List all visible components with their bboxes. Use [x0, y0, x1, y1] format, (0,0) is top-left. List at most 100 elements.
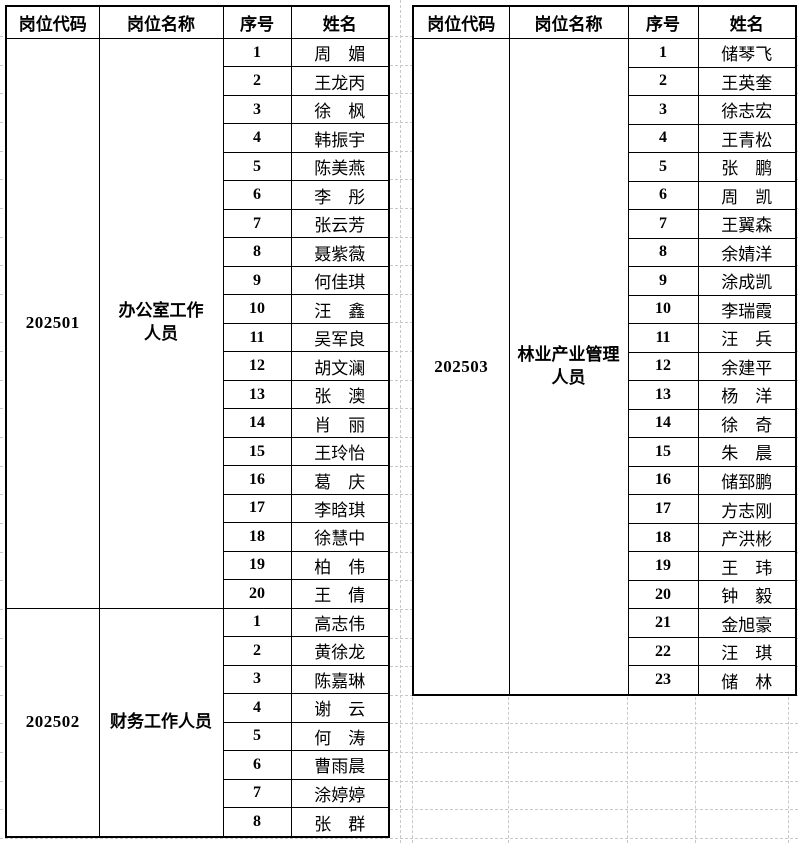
person-name-cell: 李 彤: [290, 180, 390, 210]
person-name-cell: 徐志宏: [697, 95, 797, 125]
person-name-cell: 余建平: [697, 351, 797, 382]
serial-number-cell: 18: [222, 522, 292, 552]
person-name-cell: 陈嘉琳: [290, 664, 390, 695]
person-name-cell: 王英奎: [697, 66, 797, 97]
serial-number-cell: 15: [222, 436, 292, 467]
person-name-cell: 王 玮: [697, 551, 797, 581]
person-name-cell: 储 林: [697, 665, 797, 696]
person-name-cell: 余婧洋: [697, 237, 797, 268]
table-row: 6 曹雨晨: [6, 750, 390, 780]
table-row: 7 涂婷婷: [6, 778, 390, 809]
roster-table-right: 岗位代码 岗位名称 序号 姓名 202503 林业产业管理 人员 1 储琴飞 2 王英奎 3 徐志宏 4…: [412, 5, 797, 696]
person-name-cell: 朱 晨: [697, 437, 797, 467]
serial-number-cell: 3: [222, 664, 292, 695]
person-name-cell: 谢 云: [290, 693, 390, 723]
gridline-horizontal: [0, 322, 798, 323]
serial-number-cell: 17: [627, 494, 699, 524]
gridline-horizontal: [0, 609, 798, 610]
gridline-horizontal: [0, 666, 798, 667]
gridline-horizontal: [0, 36, 798, 37]
serial-number-cell: 10: [222, 294, 292, 324]
person-name-cell: 王翼森: [697, 209, 797, 239]
gridline-horizontal: [0, 265, 798, 266]
table-row: 4 韩振宇: [6, 123, 390, 153]
person-name-cell: 李晗琪: [290, 493, 390, 524]
serial-number-cell: 23: [627, 665, 699, 696]
serial-number-cell: 7: [222, 778, 292, 809]
person-name-cell: 涂婷婷: [290, 778, 390, 809]
serial-number-cell: 5: [627, 152, 699, 182]
serial-number-cell: 13: [222, 379, 292, 410]
table-row: 22 汪 琪: [413, 636, 797, 667]
person-name-cell: 周 媚: [290, 37, 390, 68]
column-header-0: 岗位代码: [5, 5, 100, 39]
gridline-horizontal: [0, 752, 798, 753]
column-header-2: 序号: [627, 5, 699, 39]
person-name-cell: 徐 枫: [290, 94, 390, 125]
serial-number-cell: 1: [222, 37, 292, 68]
serial-number-cell: 2: [627, 66, 699, 97]
serial-number-cell: 11: [222, 322, 292, 353]
serial-number-cell: 8: [222, 237, 292, 267]
position-code-cell: 202501: [5, 38, 100, 609]
gridline-horizontal: [0, 122, 798, 123]
serial-number-cell: 19: [222, 550, 292, 581]
serial-number-cell: 22: [627, 636, 699, 667]
gridline-vertical: [412, 697, 413, 843]
gridline-horizontal: [0, 179, 798, 180]
serial-number-cell: 17: [222, 493, 292, 524]
person-name-cell: 王龙丙: [290, 66, 390, 96]
gridline-horizontal: [0, 237, 798, 238]
gridline-horizontal: [0, 294, 798, 295]
person-name-cell: 金旭豪: [697, 608, 797, 638]
serial-number-cell: 20: [222, 579, 292, 609]
serial-number-cell: 14: [627, 408, 699, 439]
person-name-cell: 涂成凯: [697, 266, 797, 296]
gridline-horizontal: [0, 408, 798, 409]
gridline-horizontal: [0, 466, 798, 467]
person-name-cell: 汪 琪: [697, 636, 797, 667]
serial-number-cell: 6: [222, 180, 292, 210]
serial-number-cell: 6: [627, 180, 699, 211]
table-row: 19 王 玮: [413, 551, 797, 581]
person-name-cell: 王 倩: [290, 579, 390, 609]
table-row: 14 徐 奇: [413, 408, 797, 439]
person-name-cell: 王青松: [697, 123, 797, 154]
gridline-horizontal: [0, 838, 798, 839]
serial-number-cell: 8: [222, 807, 292, 838]
gridline-horizontal: [0, 523, 798, 524]
serial-number-cell: 9: [222, 265, 292, 296]
person-name-cell: 黄徐龙: [290, 636, 390, 666]
person-name-cell: 李瑞霞: [697, 294, 797, 325]
person-name-cell: 何佳琪: [290, 265, 390, 296]
serial-number-cell: 3: [627, 95, 699, 125]
serial-number-cell: 5: [222, 721, 292, 752]
column-header-3: 姓名: [697, 5, 797, 39]
serial-number-cell: 1: [222, 607, 292, 638]
table-row: 13 杨 洋: [413, 380, 797, 410]
serial-number-cell: 3: [222, 94, 292, 125]
serial-number-cell: 4: [627, 123, 699, 154]
table-row: 10 汪 鑫: [6, 294, 390, 324]
gridline-horizontal: [0, 580, 798, 581]
gridline-horizontal: [0, 695, 798, 696]
table-row: 13 张 澳: [6, 379, 390, 410]
serial-number-cell: 18: [627, 522, 699, 553]
table-row: 7 张云芳: [6, 208, 390, 239]
serial-number-cell: 4: [222, 693, 292, 723]
person-name-cell: 聂紫薇: [290, 237, 390, 267]
serial-number-cell: 9: [627, 266, 699, 296]
table-row: 8 余婧洋: [413, 237, 797, 268]
table-row: 3 陈嘉琳: [6, 664, 390, 695]
person-name-cell: 储郅鹏: [697, 465, 797, 496]
column-header-1: 岗位名称: [98, 5, 224, 39]
person-name-cell: 钟 毅: [697, 579, 797, 610]
serial-number-cell: 10: [627, 294, 699, 325]
table-row: 8 聂紫薇: [6, 237, 390, 267]
table-row: 3 徐志宏: [413, 95, 797, 125]
